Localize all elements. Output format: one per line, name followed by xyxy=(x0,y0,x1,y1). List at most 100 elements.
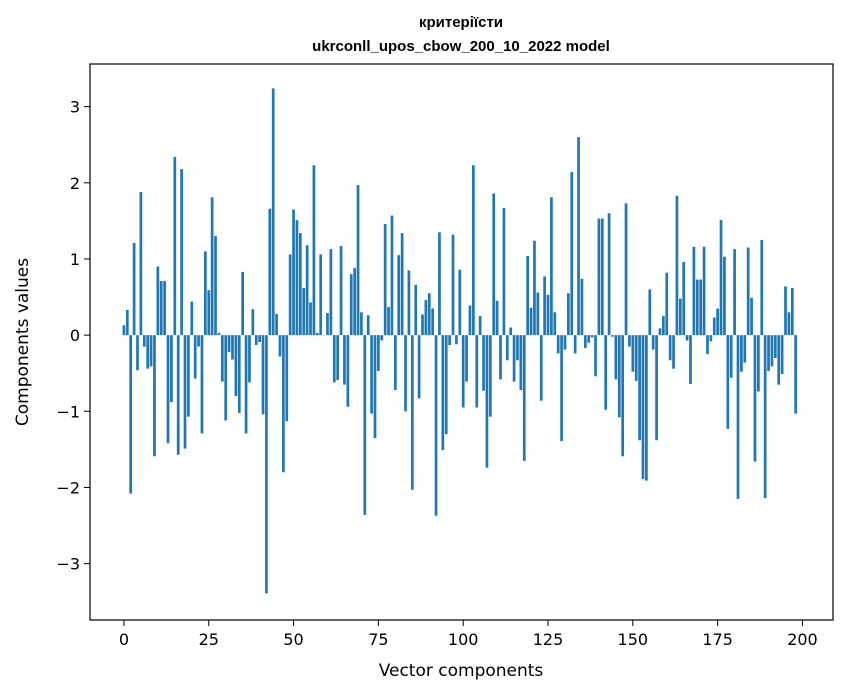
bar-component-175 xyxy=(716,308,719,335)
bar-component-118 xyxy=(523,335,526,461)
bar-component-18 xyxy=(184,335,187,448)
y-tick-label: 3 xyxy=(70,98,80,117)
bar-component-25 xyxy=(207,290,210,335)
bar-component-171 xyxy=(703,247,706,335)
bar-component-65 xyxy=(343,335,346,385)
bar-component-28 xyxy=(218,333,221,335)
bar-component-130 xyxy=(564,335,567,349)
bar-component-14 xyxy=(170,335,173,402)
bar-component-89 xyxy=(425,300,428,335)
bar-component-45 xyxy=(275,314,278,335)
bar-component-156 xyxy=(652,335,655,349)
bar-component-177 xyxy=(723,257,726,335)
bar-component-154 xyxy=(645,335,648,480)
bar-component-71 xyxy=(363,335,366,515)
bar-component-180 xyxy=(733,249,736,335)
bar-component-153 xyxy=(642,335,645,479)
bar-component-110 xyxy=(496,301,499,335)
bar-component-109 xyxy=(492,193,495,335)
bar-component-33 xyxy=(235,335,238,396)
bar-component-67 xyxy=(350,274,353,335)
bar-component-172 xyxy=(706,335,709,354)
bar-component-197 xyxy=(791,288,794,335)
bar-component-17 xyxy=(180,169,183,335)
bar-component-76 xyxy=(380,335,383,340)
bar-component-53 xyxy=(302,288,305,335)
bar-component-30 xyxy=(224,335,227,420)
bar-component-6 xyxy=(143,335,146,346)
chart-title-line-1: критеріїсти xyxy=(419,14,503,31)
bar-component-96 xyxy=(448,335,451,345)
bar-component-93 xyxy=(438,232,441,335)
bar-component-189 xyxy=(764,335,767,498)
bar-component-143 xyxy=(608,213,611,335)
bar-component-20 xyxy=(190,302,193,336)
bar-component-7 xyxy=(146,335,149,369)
bar-component-131 xyxy=(567,293,570,335)
bar-component-97 xyxy=(452,235,455,336)
bar-component-0 xyxy=(123,325,126,335)
bar-component-184 xyxy=(747,248,750,336)
bar-component-84 xyxy=(408,270,411,335)
bar-component-13 xyxy=(167,335,170,443)
bar-component-105 xyxy=(479,316,482,335)
y-tick-label: −1 xyxy=(56,402,80,421)
bar-component-182 xyxy=(740,335,743,372)
x-tick-label: 50 xyxy=(283,630,303,649)
bar-component-133 xyxy=(574,335,577,353)
bar-component-139 xyxy=(594,335,597,376)
bar-component-144 xyxy=(611,335,614,337)
bar-component-37 xyxy=(248,335,251,382)
bar-component-151 xyxy=(635,335,638,381)
x-tick-label: 25 xyxy=(199,630,219,649)
bar-component-113 xyxy=(506,335,509,360)
y-axis-label: Components values xyxy=(13,258,33,426)
bar-component-95 xyxy=(445,335,448,434)
bar-component-125 xyxy=(547,295,550,335)
bar-component-126 xyxy=(550,197,553,335)
bar-component-141 xyxy=(601,219,604,336)
bar-component-58 xyxy=(319,254,322,335)
bar-component-88 xyxy=(421,315,424,336)
bar-component-91 xyxy=(431,308,434,335)
bar-component-119 xyxy=(526,256,529,335)
bar-component-31 xyxy=(228,335,231,352)
bar-component-3 xyxy=(133,243,136,335)
bar-component-38 xyxy=(251,309,254,335)
bar-component-148 xyxy=(625,203,628,335)
bar-component-193 xyxy=(777,335,780,385)
bar-component-35 xyxy=(241,272,244,335)
chart-title-line-2: ukrconll_upos_cbow_200_10_2022 model xyxy=(312,38,610,55)
bar-component-62 xyxy=(333,335,336,382)
bar-component-164 xyxy=(679,299,682,336)
bar-component-114 xyxy=(509,328,512,336)
bar-component-152 xyxy=(638,335,641,440)
bar-component-40 xyxy=(258,335,261,342)
bar-component-159 xyxy=(662,316,665,335)
bar-component-103 xyxy=(472,165,475,335)
bar-component-122 xyxy=(536,292,539,335)
bar-component-195 xyxy=(784,286,787,335)
bar-component-174 xyxy=(713,318,716,336)
bar-component-121 xyxy=(533,241,536,335)
bar-component-124 xyxy=(543,277,546,336)
bar-component-168 xyxy=(693,247,696,335)
bar-component-134 xyxy=(577,137,580,335)
bar-component-166 xyxy=(686,335,689,340)
bar-component-120 xyxy=(530,308,533,335)
bar-component-190 xyxy=(767,335,770,371)
y-tick-label: −3 xyxy=(56,555,80,574)
bar-component-56 xyxy=(313,165,316,335)
bar-component-41 xyxy=(262,335,265,414)
bar-component-127 xyxy=(553,312,556,335)
bar-component-34 xyxy=(238,335,241,413)
bar-component-192 xyxy=(774,335,777,358)
bar-component-80 xyxy=(394,335,397,390)
bar-component-43 xyxy=(268,209,271,335)
bar-component-19 xyxy=(187,335,190,417)
x-tick-label: 125 xyxy=(533,630,564,649)
bar-component-196 xyxy=(788,312,791,335)
bar-component-99 xyxy=(458,270,461,336)
bar-component-22 xyxy=(197,335,200,346)
bar-component-87 xyxy=(418,335,421,398)
